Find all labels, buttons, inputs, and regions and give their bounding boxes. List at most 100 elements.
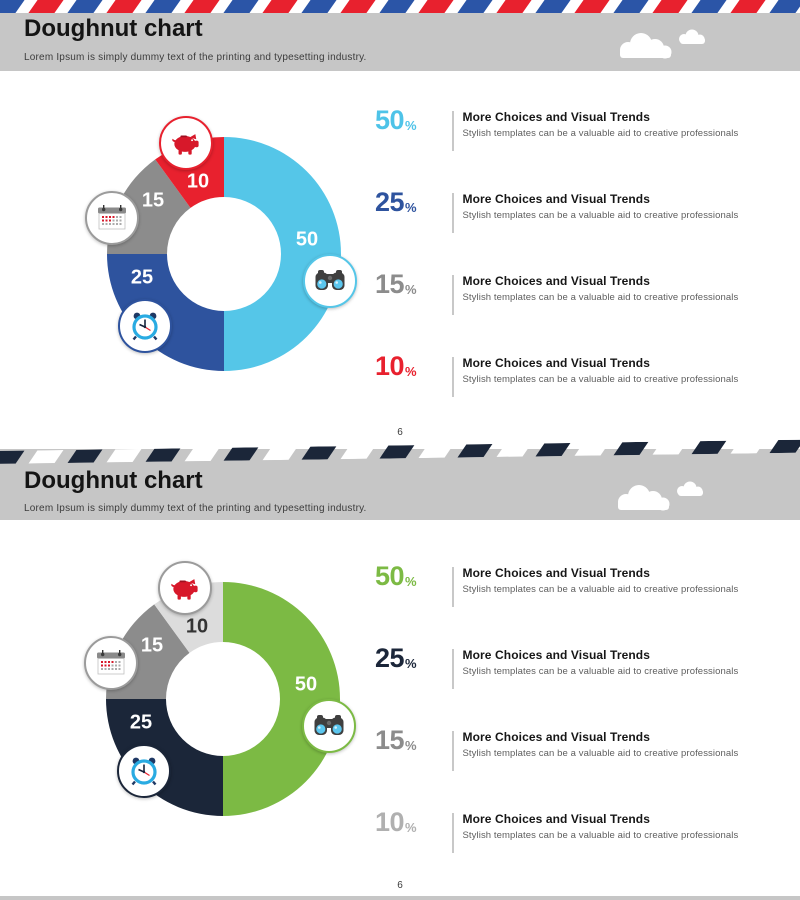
legend: 50% More Choices and Visual Trends Styli… <box>375 563 791 894</box>
legend-percent-value: 25 <box>375 187 405 217</box>
legend-row: 15% More Choices and Visual Trends Styli… <box>375 727 791 777</box>
bottom-gray-strip <box>0 896 800 900</box>
legend-row: 15% More Choices and Visual Trends Styli… <box>375 269 791 321</box>
percent-sign: % <box>405 200 417 215</box>
stripe-bar <box>496 443 532 457</box>
stripe-bar <box>340 445 376 460</box>
donut-value-label: 15 <box>141 189 165 212</box>
legend-percentage: 50% <box>375 563 452 590</box>
stripe-bar <box>574 442 610 456</box>
legend-divider <box>452 813 454 853</box>
legend-heading: More Choices and Visual Trends <box>462 192 650 206</box>
stripe-bar <box>574 0 610 13</box>
alarm-clock-icon <box>117 744 171 798</box>
stripe-bar <box>223 0 259 13</box>
donut-value-label: 25 <box>130 266 154 289</box>
stripe-bar <box>418 0 454 13</box>
legend: 50% More Choices and Visual Trends Styli… <box>375 107 791 438</box>
stripe-bar <box>0 450 25 464</box>
donut-value-label: 50 <box>294 673 318 696</box>
stripe-bar <box>652 441 688 455</box>
calendar-icon <box>85 191 139 245</box>
stripe-bar <box>613 441 649 456</box>
legend-percentage: 25% <box>375 189 452 216</box>
percent-sign: % <box>405 820 417 835</box>
piggy-bank-icon <box>159 116 213 170</box>
stripe-bar <box>613 0 649 13</box>
percent-sign: % <box>405 656 417 671</box>
binoculars-icon <box>302 699 356 753</box>
donut-value-label: 50 <box>295 228 319 251</box>
page-number: 6 <box>397 427 403 438</box>
legend-divider <box>452 193 454 233</box>
stripe-bar <box>457 0 493 13</box>
legend-percent-value: 10 <box>375 807 405 837</box>
donut-value-label: 15 <box>140 634 164 657</box>
donut-value-label: 10 <box>186 170 210 193</box>
stripe-bar <box>379 445 415 459</box>
stripe-bar <box>769 439 800 454</box>
percent-sign: % <box>405 574 417 589</box>
legend-percent-value: 15 <box>375 269 405 299</box>
legend-text: More Choices and Visual Trends Stylish t… <box>463 730 791 759</box>
legend-percentage: 10% <box>375 809 452 836</box>
stripe-bar <box>769 0 800 13</box>
slide-header <box>0 13 800 71</box>
legend-text: More Choices and Visual Trends Stylish t… <box>463 648 791 677</box>
stripe-bar <box>145 0 181 13</box>
legend-subtext: Stylish templates can be a valuable aid … <box>462 292 739 303</box>
stripe-bar <box>730 440 766 454</box>
donut-segment-binoculars <box>224 137 341 371</box>
legend-heading: More Choices and Visual Trends <box>462 356 650 370</box>
legend-subtext: Stylish templates can be a valuable aid … <box>462 666 739 677</box>
donut-segment-binoculars <box>223 582 340 816</box>
airmail-stripe <box>0 0 800 13</box>
percent-sign: % <box>405 738 417 753</box>
stripe-bar <box>457 444 493 458</box>
stripe-bar <box>730 0 766 13</box>
legend-row: 25% More Choices and Visual Trends Styli… <box>375 189 791 239</box>
doughnut-chart: 50 25 15 10 <box>73 549 373 849</box>
page-number: 6 <box>397 880 403 891</box>
percent-sign: % <box>405 118 417 133</box>
legend-row: 10% More Choices and Visual Trends Styli… <box>375 809 790 859</box>
legend-heading: More Choices and Visual Trends <box>462 730 650 744</box>
piggy-bank-icon <box>158 561 212 615</box>
legend-percent-value: 15 <box>375 725 405 755</box>
legend-subtext: Stylish templates can be a valuable aid … <box>462 210 739 221</box>
stripe-bar <box>379 0 415 13</box>
slide-title: Doughnut chart <box>24 15 203 42</box>
legend-heading: More Choices and Visual Trends <box>462 812 650 826</box>
donut-value-label: 10 <box>185 615 209 638</box>
stripe-bar <box>184 0 220 13</box>
legend-row: 25% More Choices and Visual Trends Styli… <box>375 645 791 695</box>
slide-1: Doughnut chart Lorem Ipsum is simply dum… <box>0 0 800 448</box>
legend-percentage: 15% <box>375 727 452 754</box>
legend-row: 10% More Choices and Visual Trends Styli… <box>375 351 791 403</box>
legend-text: More Choices and Visual Trends Stylish t… <box>463 566 791 595</box>
donut-value-label: 25 <box>129 711 153 734</box>
stripe-bar <box>184 447 220 462</box>
slide-2: Doughnut chart Lorem Ipsum is simply dum… <box>0 439 800 900</box>
legend-percent-value: 10 <box>375 351 405 381</box>
stripe-bar <box>301 0 337 13</box>
legend-text: More Choices and Visual Trends Stylish t… <box>463 356 791 385</box>
legend-text: More Choices and Visual Trends Stylish t… <box>463 192 791 221</box>
legend-subtext: Stylish templates can be a valuable aid … <box>462 830 739 841</box>
legend-text: More Choices and Visual Trends Stylish t… <box>463 274 791 303</box>
slide-subtitle: Lorem Ipsum is simply dummy text of the … <box>24 503 367 514</box>
legend-percentage: 50% <box>375 107 452 134</box>
clouds-icon <box>620 29 705 59</box>
legend-divider <box>452 275 454 315</box>
stripe-bar <box>691 440 727 455</box>
stripe-bar <box>28 450 64 464</box>
legend-subtext: Stylish templates can be a valuable aid … <box>462 584 739 595</box>
legend-percent-value: 50 <box>375 561 405 591</box>
stripe-bar <box>301 446 337 460</box>
legend-subtext: Stylish templates can be a valuable aid … <box>462 128 739 139</box>
stripe-bar <box>106 448 142 463</box>
legend-subtext: Stylish templates can be a valuable aid … <box>462 374 739 385</box>
stripe-bar <box>340 0 376 13</box>
legend-percent-value: 50 <box>375 105 405 135</box>
